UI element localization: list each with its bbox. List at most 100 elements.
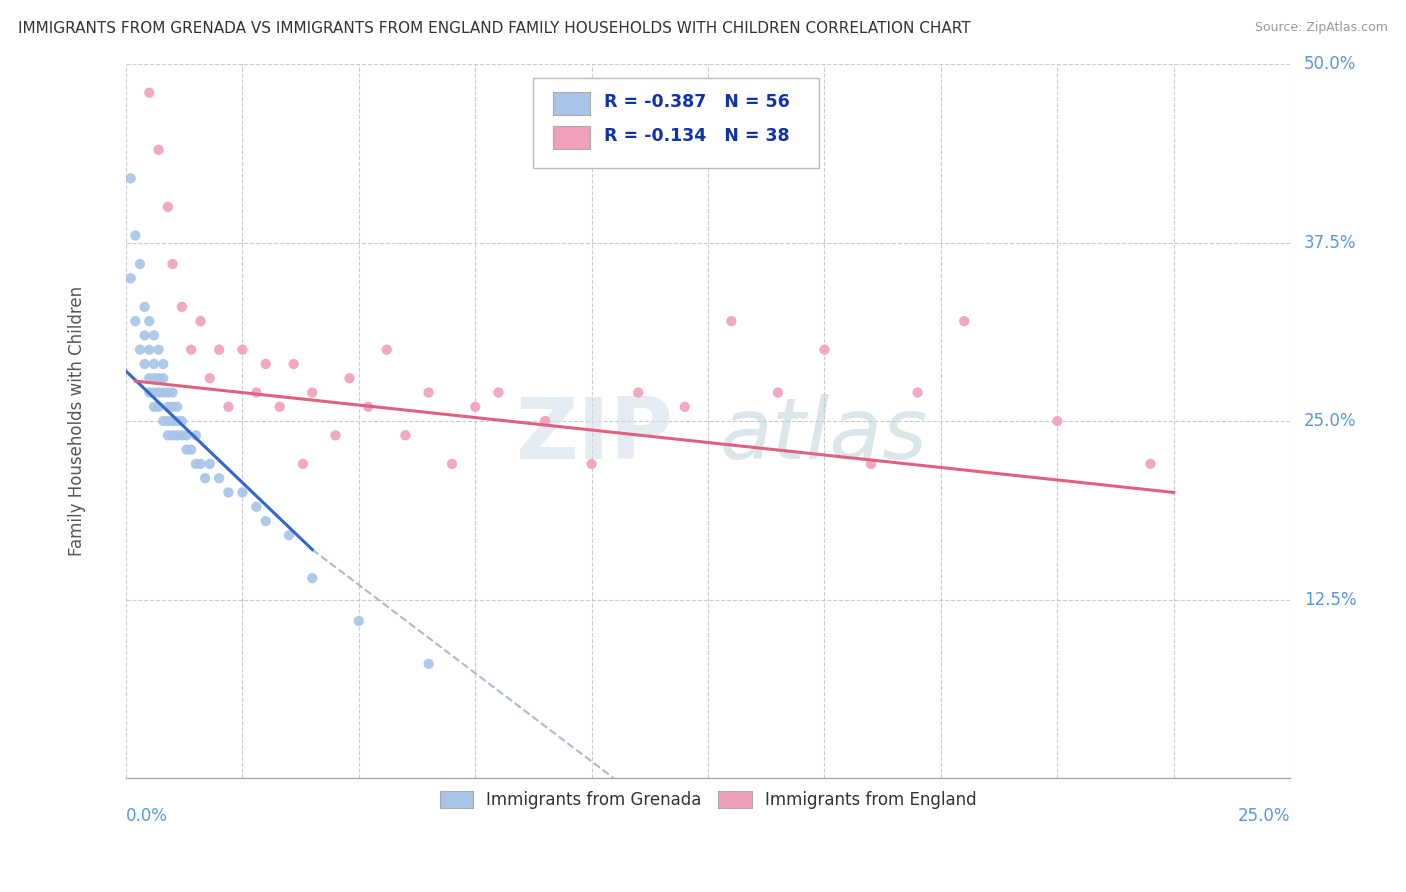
Point [325, 428, 347, 442]
Point [134, 300, 156, 314]
Point [156, 385, 179, 400]
Point [953, 314, 976, 328]
Point [418, 657, 440, 671]
Text: 12.5%: 12.5% [1305, 591, 1357, 608]
Point [138, 86, 160, 100]
Point [217, 400, 239, 414]
Point [166, 428, 188, 442]
Point [440, 457, 463, 471]
Point [124, 314, 146, 328]
Point [124, 228, 146, 243]
Legend: Immigrants from Grenada, Immigrants from England: Immigrants from Grenada, Immigrants from… [433, 785, 983, 816]
Point [180, 442, 202, 457]
Point [162, 400, 184, 414]
Point [301, 385, 323, 400]
Point [176, 428, 198, 442]
Point [198, 371, 221, 385]
Point [148, 143, 170, 157]
Point [134, 357, 156, 371]
Point [148, 385, 170, 400]
Point [138, 343, 160, 357]
Point [162, 428, 184, 442]
Point [156, 428, 179, 442]
Point [1046, 414, 1069, 428]
Point [245, 385, 267, 400]
Point [673, 400, 696, 414]
Text: ZIP: ZIP [516, 394, 673, 477]
Point [190, 314, 212, 328]
Point [170, 414, 193, 428]
Point [394, 428, 416, 442]
Point [581, 457, 603, 471]
Point [156, 200, 179, 214]
Text: atlas: atlas [720, 394, 928, 477]
Point [627, 385, 650, 400]
Point [231, 485, 253, 500]
Point [162, 257, 184, 271]
Text: 25.0%: 25.0% [1305, 412, 1357, 430]
Point [142, 371, 165, 385]
Point [357, 400, 380, 414]
Point [148, 371, 170, 385]
Point [301, 571, 323, 585]
Point [766, 385, 789, 400]
Point [347, 614, 370, 628]
Point [254, 357, 277, 371]
Point [720, 314, 742, 328]
Text: 37.5%: 37.5% [1305, 234, 1357, 252]
Point [152, 357, 174, 371]
Point [134, 328, 156, 343]
Point [138, 314, 160, 328]
Point [170, 300, 193, 314]
Point [142, 328, 165, 343]
Point [162, 414, 184, 428]
Text: R = -0.134   N = 38: R = -0.134 N = 38 [605, 128, 790, 145]
Point [129, 343, 152, 357]
Point [245, 500, 267, 514]
Point [418, 385, 440, 400]
Point [120, 171, 142, 186]
Text: 0.0%: 0.0% [127, 806, 167, 824]
Point [138, 385, 160, 400]
Point [152, 385, 174, 400]
Point [138, 371, 160, 385]
Point [194, 471, 217, 485]
FancyBboxPatch shape [533, 78, 818, 168]
Point [190, 457, 212, 471]
Text: 50.0%: 50.0% [1305, 55, 1357, 73]
Point [283, 357, 305, 371]
Point [534, 414, 557, 428]
Text: 25.0%: 25.0% [1237, 806, 1291, 824]
Point [180, 343, 202, 357]
Point [860, 457, 883, 471]
Point [170, 428, 193, 442]
Point [142, 400, 165, 414]
Text: Source: ZipAtlas.com: Source: ZipAtlas.com [1254, 21, 1388, 34]
Point [184, 428, 207, 442]
Point [375, 343, 398, 357]
Point [166, 414, 188, 428]
Point [291, 457, 314, 471]
Point [152, 414, 174, 428]
Point [148, 400, 170, 414]
Point [813, 343, 835, 357]
Point [907, 385, 929, 400]
Point [142, 357, 165, 371]
Point [120, 271, 142, 285]
Point [184, 457, 207, 471]
FancyBboxPatch shape [553, 92, 591, 115]
Point [1139, 457, 1161, 471]
Text: R = -0.387   N = 56: R = -0.387 N = 56 [605, 93, 790, 111]
Text: Family Households with Children: Family Households with Children [67, 286, 86, 556]
Point [488, 385, 510, 400]
Point [198, 457, 221, 471]
Point [166, 400, 188, 414]
Point [129, 257, 152, 271]
FancyBboxPatch shape [553, 127, 591, 149]
Point [156, 400, 179, 414]
Point [156, 414, 179, 428]
Point [142, 385, 165, 400]
Point [176, 442, 198, 457]
Point [231, 343, 253, 357]
Point [208, 471, 231, 485]
